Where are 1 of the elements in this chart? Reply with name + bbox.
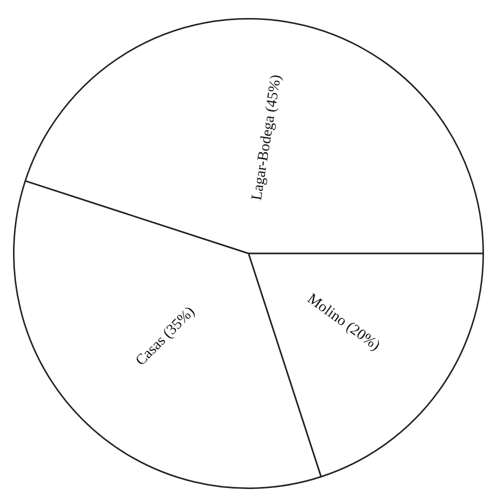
slice-label: Lagar-Bodega (45%) bbox=[248, 74, 285, 202]
